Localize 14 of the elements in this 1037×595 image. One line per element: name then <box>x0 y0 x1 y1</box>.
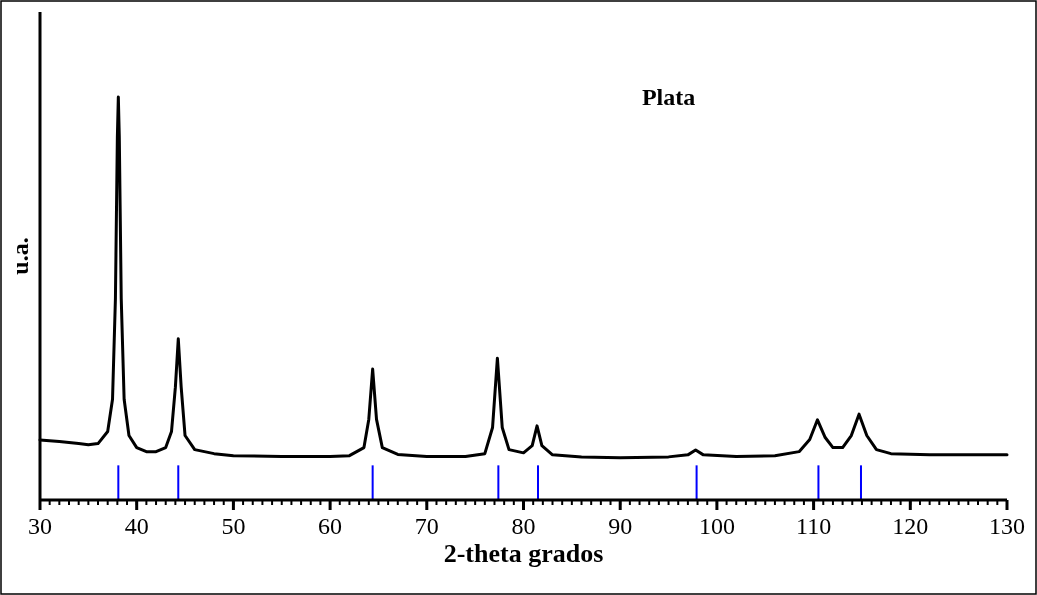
x-tick-label: 60 <box>318 513 343 539</box>
x-tick-label: 90 <box>608 513 633 539</box>
x-tick-label: 130 <box>989 513 1025 539</box>
x-tick-label: 50 <box>221 513 246 539</box>
x-tick-label: 110 <box>796 513 832 539</box>
x-axis-title: 2-theta grados <box>443 539 604 568</box>
x-tick-label: 80 <box>511 513 536 539</box>
x-tick-label: 100 <box>698 513 735 539</box>
x-tick-label: 40 <box>124 513 149 539</box>
y-axis-title: u.a. <box>7 237 33 275</box>
chart-title: Plata <box>641 84 696 110</box>
x-tick-label: 70 <box>414 513 439 539</box>
x-tick-label: 30 <box>28 513 52 539</box>
x-tick-label: 120 <box>892 513 929 539</box>
